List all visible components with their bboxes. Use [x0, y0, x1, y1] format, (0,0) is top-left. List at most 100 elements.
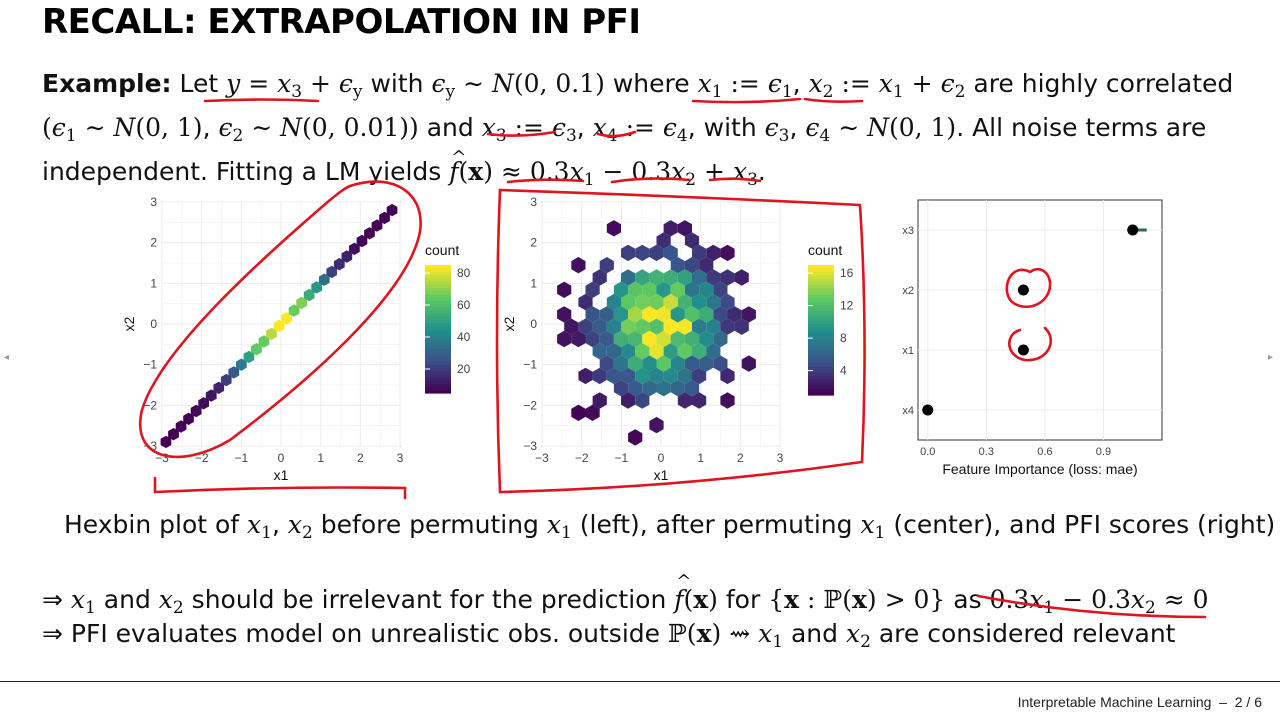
- y-tick-label: −1: [523, 358, 537, 372]
- legend-swatch: [425, 306, 451, 311]
- legend-swatch: [425, 383, 451, 388]
- y-tick-label: 1: [150, 276, 157, 290]
- y-tick-label: −3: [143, 439, 157, 453]
- legend-swatch: [425, 364, 451, 368]
- legend-swatch: [425, 380, 451, 384]
- legend-tick-label: 8: [840, 331, 847, 345]
- legend-swatch: [425, 325, 451, 330]
- legend-swatch: [425, 332, 451, 336]
- slide-title: RECALL: EXTRAPOLATION IN PFI: [42, 2, 641, 42]
- footer-page: 2 / 6: [1234, 694, 1262, 710]
- y-tick-label: x3: [902, 225, 914, 237]
- legend-swatch: [425, 361, 451, 365]
- legend-swatch: [425, 274, 451, 279]
- legend-tick-label: 80: [457, 266, 471, 280]
- x-tick-label: 1: [317, 451, 324, 465]
- legend-swatch: [425, 329, 451, 333]
- pfi-scores-plot: 0.0 0.3 0.6 0.9 x4 x1 x2 x3 Feature Importance (…: [902, 199, 1163, 477]
- legend-tick-label: 60: [457, 298, 471, 312]
- x-tick-label: 0.9: [1096, 446, 1111, 458]
- legend-swatch: [425, 300, 451, 304]
- implication-irrelevant: ⇒ x1 and x2 should be irrelevant for the…: [42, 571, 1209, 618]
- x-tick-label: 0.3: [979, 446, 994, 458]
- legend-swatch: [425, 316, 451, 320]
- footer: Interpretable Machine Learning – 2 / 6: [1017, 694, 1262, 710]
- legend-swatch: [425, 338, 451, 343]
- x-tick-label: −1: [614, 451, 628, 465]
- legend-swatch: [425, 357, 451, 362]
- legend-swatch: [425, 290, 451, 295]
- legend-tick-label: 16: [840, 266, 854, 280]
- y-tick-label: −1: [143, 358, 157, 372]
- legend-swatch: [808, 265, 834, 269]
- y-axis-label: x2: [121, 316, 137, 331]
- x-tick-label: 2: [357, 451, 364, 465]
- y-tick-label: 2: [150, 236, 157, 250]
- legend-swatch: [425, 322, 451, 327]
- legend-swatch: [425, 377, 451, 381]
- x-tick-label: 0: [278, 451, 285, 465]
- legend-swatch: [425, 313, 451, 317]
- y-tick-label: −2: [523, 398, 537, 412]
- legend-swatch: [425, 293, 451, 298]
- y-axis-label: x2: [501, 316, 517, 331]
- x-tick-label: 3: [777, 451, 784, 465]
- y-tick-label: 3: [150, 195, 157, 209]
- legend-swatch: [425, 319, 451, 324]
- x-tick-label: 2: [737, 451, 744, 465]
- x-tick-label: −2: [195, 451, 209, 465]
- x-tick-label: 0.0: [920, 446, 935, 458]
- legend-swatch: [425, 268, 451, 272]
- y-tick-label: 1: [530, 276, 537, 290]
- legend-swatch: [425, 277, 451, 282]
- y-tick-label: −2: [143, 398, 157, 412]
- importance-point: [1017, 284, 1029, 296]
- legend-swatch: [425, 341, 451, 346]
- plot-panel: [917, 199, 1163, 441]
- hexbin-plot-before-permutation: −3 −2 −1 0 1 2 3 −3 −2 −1 0 1 2 3 x1 x2 count 20 40 60 80: [121, 195, 471, 483]
- importance-point: [1017, 344, 1029, 356]
- y-tick-label: 0: [150, 317, 157, 331]
- x-axis-label: Feature Importance (loss: mae): [942, 461, 1137, 477]
- importance-point: [922, 404, 934, 416]
- legend-swatch: [425, 386, 451, 391]
- x-axis-label: x1: [274, 467, 289, 483]
- legend-swatch: [425, 265, 451, 269]
- x-tick-label: −2: [575, 451, 589, 465]
- figure-caption: Hexbin plot of x1, x2 before permuting x…: [64, 510, 1276, 544]
- legend-swatch: [425, 373, 451, 378]
- x-tick-label: 1: [697, 451, 704, 465]
- legend-swatch: [425, 284, 451, 288]
- legend-swatch: [425, 309, 451, 314]
- footer-course: Interpretable Machine Learning: [1017, 694, 1212, 710]
- legend-swatch: [425, 348, 451, 352]
- legend-tick-label: 12: [840, 299, 854, 313]
- importance-point: [1127, 224, 1139, 236]
- legend-swatch: [425, 354, 451, 359]
- legend-swatch: [425, 367, 451, 372]
- x-tick-label: 0: [658, 451, 665, 465]
- legend-swatch: [425, 297, 451, 301]
- prev-slide-icon[interactable]: ◂: [4, 352, 10, 363]
- x-tick-label: 3: [397, 451, 404, 465]
- y-tick-label: x4: [902, 405, 914, 417]
- legend-tick-label: 4: [840, 364, 847, 378]
- example-label: Example:: [42, 69, 172, 98]
- legend-title: count: [808, 242, 842, 258]
- x-tick-label: −3: [535, 451, 549, 465]
- y-tick-label: 3: [530, 195, 537, 209]
- x-tick-label: −1: [234, 451, 248, 465]
- legend-swatch: [425, 287, 451, 292]
- implication-relevant: ⇒ PFI evaluates model on unrealistic obs…: [42, 619, 1176, 653]
- legend-swatch: [425, 345, 451, 349]
- next-slide-icon[interactable]: ▸: [1268, 352, 1274, 363]
- legend-tick-label: 20: [457, 362, 471, 376]
- legend-swatch: [425, 303, 451, 308]
- x-tick-label: −3: [155, 451, 169, 465]
- legend-tick-label: 40: [457, 330, 471, 344]
- legend-swatch: [425, 281, 451, 285]
- x-tick-label: 0.6: [1037, 446, 1052, 458]
- legend-swatch: [425, 351, 451, 356]
- legend-title: count: [425, 242, 459, 258]
